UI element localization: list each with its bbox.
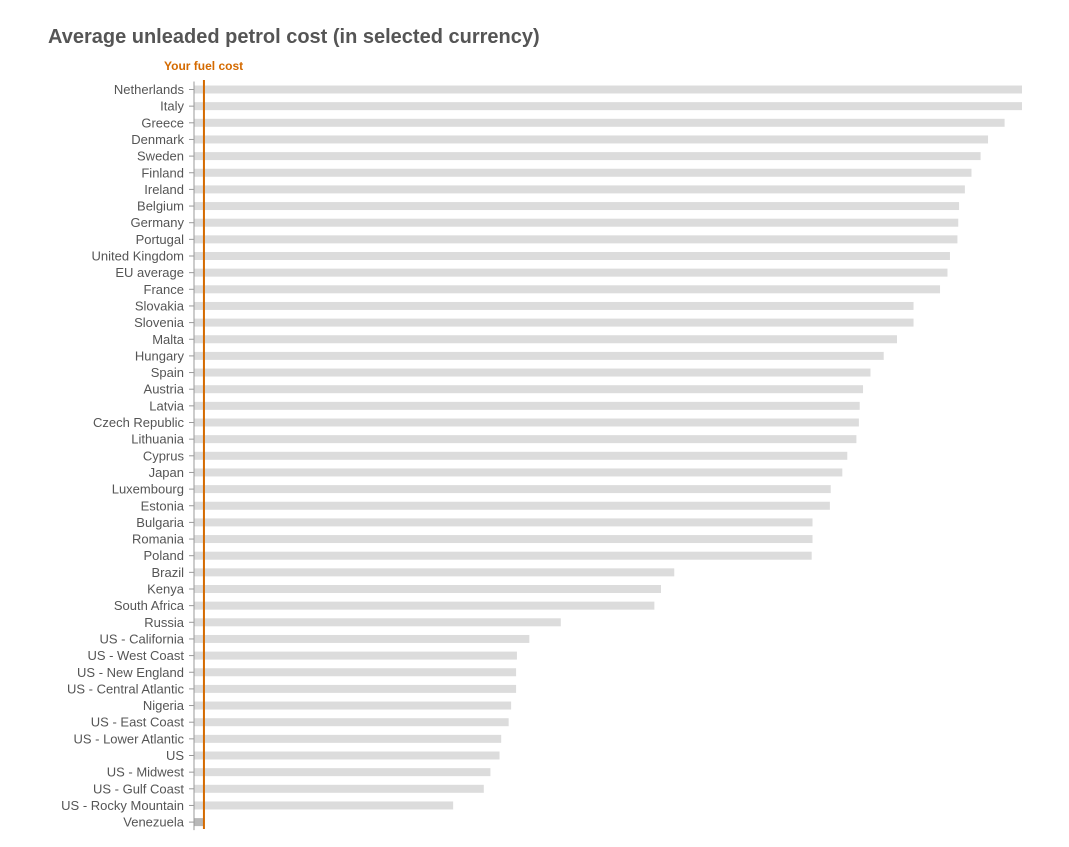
category-label: United Kingdom: [92, 249, 185, 264]
category-label: Italy: [160, 99, 184, 114]
category-label: Finland: [141, 165, 184, 180]
bar-venezuela: [194, 818, 204, 827]
bar-estonia: [194, 501, 830, 510]
category-label: US - Lower Atlantic: [73, 731, 184, 746]
bar-slovakia: [194, 301, 914, 310]
bar-south-africa: [194, 601, 655, 610]
category-label: Sweden: [137, 149, 184, 164]
category-label: Bulgaria: [136, 515, 184, 530]
bar-us-rocky-mountain: [194, 801, 454, 810]
bar-us-california: [194, 634, 530, 643]
category-label: Cyprus: [143, 448, 185, 463]
category-label: Slovakia: [135, 298, 185, 313]
category-label: Brazil: [151, 565, 184, 580]
bar-romania: [194, 535, 813, 544]
category-label: US - California: [99, 631, 184, 646]
bar-denmark: [194, 135, 989, 144]
category-label: EU average: [115, 265, 184, 280]
bars: [194, 85, 1022, 827]
category-label: US - Gulf Coast: [93, 781, 184, 796]
category-label: Greece: [141, 115, 184, 130]
bar-cyprus: [194, 451, 848, 460]
bar-netherlands: [194, 85, 1022, 94]
category-label: Hungary: [135, 348, 185, 363]
bar-us-midwest: [194, 768, 491, 777]
category-label: Portugal: [136, 232, 185, 247]
bar-belgium: [194, 202, 960, 211]
bar-latvia: [194, 401, 860, 410]
bar-russia: [194, 618, 561, 627]
bar-us-east-coast: [194, 718, 509, 727]
category-label: US - West Coast: [87, 648, 184, 663]
category-label: Poland: [144, 548, 184, 563]
bar-eu-average: [194, 268, 948, 277]
bar-portugal: [194, 235, 958, 244]
category-label: Russia: [144, 615, 185, 630]
bar-germany: [194, 218, 959, 227]
category-label: Netherlands: [114, 82, 185, 97]
category-label: South Africa: [114, 598, 185, 613]
category-label: Malta: [152, 332, 185, 347]
category-label: Czech Republic: [93, 415, 185, 430]
category-label: US: [166, 748, 184, 763]
bar-poland: [194, 551, 812, 560]
bar-japan: [194, 468, 843, 477]
bar-finland: [194, 168, 972, 177]
bar-nigeria: [194, 701, 512, 710]
bar-us: [194, 751, 500, 760]
bar-luxembourg: [194, 485, 831, 494]
category-label: Spain: [151, 365, 184, 380]
bar-france: [194, 285, 941, 294]
category-label: Nigeria: [143, 698, 185, 713]
bar-us-gulf-coast: [194, 784, 484, 793]
bar-lithuania: [194, 435, 857, 444]
bar-us-new-england: [194, 668, 517, 677]
category-label: Luxembourg: [112, 482, 184, 497]
category-label: Denmark: [131, 132, 184, 147]
bar-hungary: [194, 351, 884, 360]
bar-kenya: [194, 585, 661, 593]
bar-greece: [194, 118, 1005, 127]
bar-ireland: [194, 185, 965, 194]
category-label: Japan: [149, 465, 184, 480]
bar-sweden: [194, 152, 981, 161]
category-label: US - Midwest: [107, 765, 185, 780]
bar-austria: [194, 385, 864, 394]
bar-united-kingdom: [194, 252, 950, 260]
bar-malta: [194, 335, 897, 344]
category-label: US - Central Atlantic: [67, 681, 185, 696]
category-label: Belgium: [137, 199, 184, 214]
chart-title: Average unleaded petrol cost (in selecte…: [48, 26, 540, 48]
reference-line-label: Your fuel cost: [164, 59, 243, 73]
category-label: US - Rocky Mountain: [61, 798, 184, 813]
category-label: US - East Coast: [91, 715, 185, 730]
bar-czech-republic: [194, 418, 859, 427]
bar-italy: [194, 102, 1022, 111]
bar-us-central-atlantic: [194, 684, 517, 693]
category-label: Latvia: [149, 398, 184, 413]
category-label: Austria: [144, 382, 185, 397]
category-label: Slovenia: [134, 315, 185, 330]
category-label: Estonia: [141, 498, 185, 513]
category-label: France: [144, 282, 184, 297]
bar-brazil: [194, 568, 675, 577]
bar-slovenia: [194, 318, 914, 327]
bar-spain: [194, 368, 871, 377]
category-label: Kenya: [147, 582, 185, 597]
category-label: Lithuania: [131, 432, 185, 447]
bar-us-west-coast: [194, 651, 517, 660]
category-label: Venezuela: [123, 815, 184, 830]
category-label: Ireland: [144, 182, 184, 197]
category-label: Germany: [131, 215, 185, 230]
bar-bulgaria: [194, 518, 813, 527]
category-label: Romania: [132, 532, 185, 547]
axis-ticks: [189, 89, 194, 823]
category-label: US - New England: [77, 665, 184, 680]
bar-us-lower-atlantic: [194, 734, 502, 743]
